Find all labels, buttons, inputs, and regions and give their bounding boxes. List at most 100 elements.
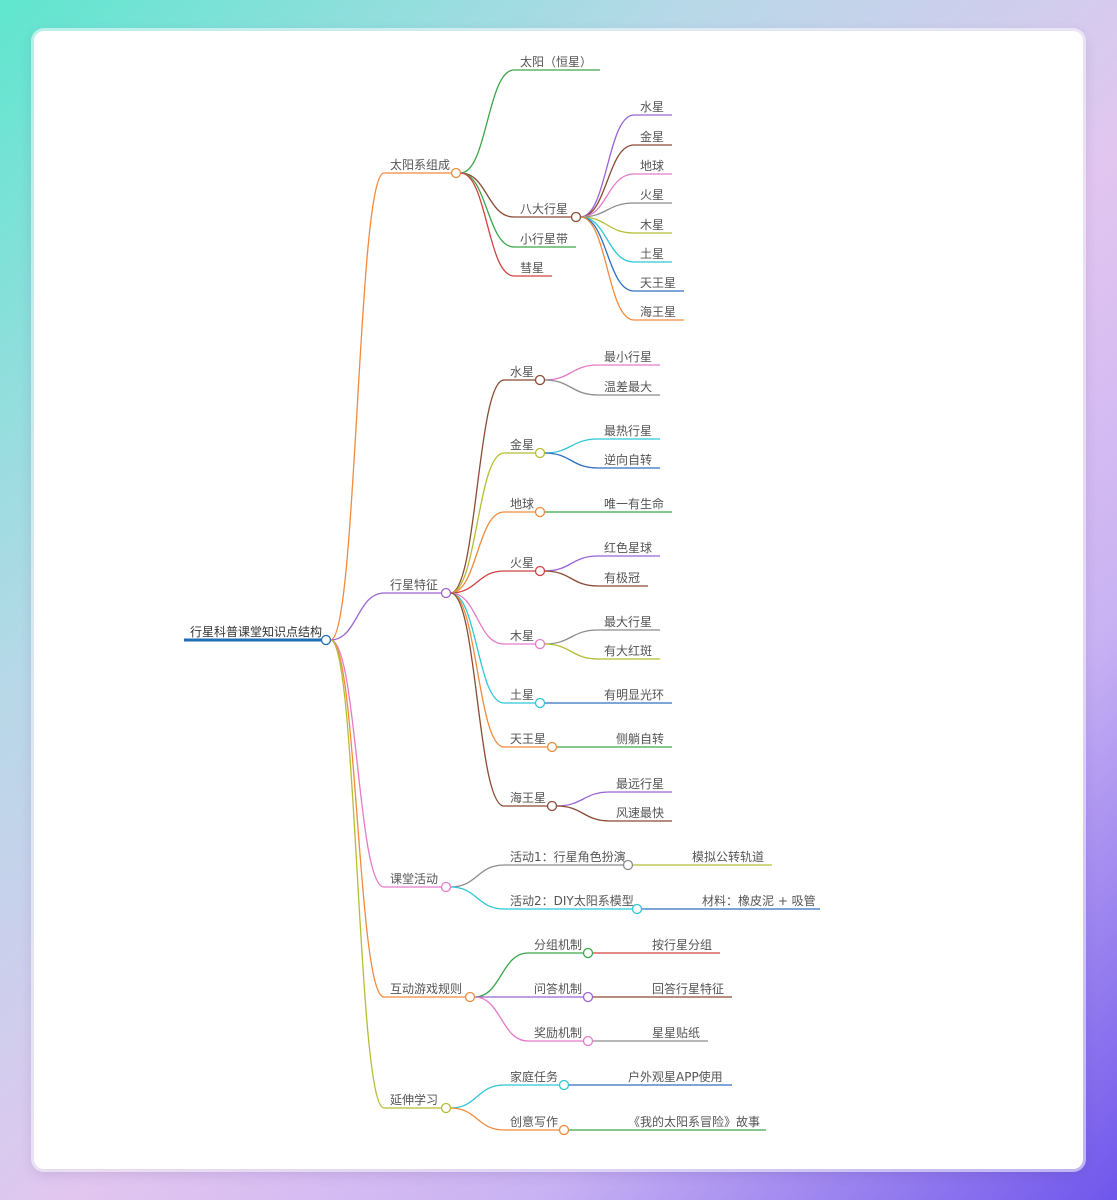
topic-label: 太阳系组成	[390, 157, 450, 172]
sub-topic[interactable]: 有极冠	[598, 571, 648, 587]
topic-label: 课堂活动	[390, 872, 438, 886]
collapse-toggle-icon[interactable]	[546, 800, 558, 812]
sub-topic[interactable]: 八大行星	[514, 202, 582, 223]
collapse-toggle-icon[interactable]	[582, 991, 594, 1003]
main-topic[interactable]: 行星特征	[384, 577, 452, 599]
root-topic[interactable]: 行星科普课堂知识点结构	[184, 624, 332, 646]
sub-topic[interactable]: 天王星	[504, 732, 558, 753]
sub-topic[interactable]: 木星	[504, 629, 546, 650]
sub-topic[interactable]: 土星	[634, 247, 672, 263]
sub-topic[interactable]: 按行星分组	[646, 938, 720, 954]
collapse-toggle-icon[interactable]	[631, 903, 643, 915]
sub-topic[interactable]: 家庭任务	[504, 1069, 570, 1091]
collapse-toggle-icon[interactable]	[622, 859, 634, 871]
collapse-toggle-icon[interactable]	[464, 991, 476, 1003]
sub-topic[interactable]: 天王星	[634, 276, 684, 292]
topic-label: 活动2：DIY太阳系模型	[510, 893, 634, 908]
branch-connector	[450, 1107, 505, 1131]
branch-connector	[450, 570, 505, 594]
collapse-toggle-icon[interactable]	[320, 634, 332, 646]
sub-topic[interactable]: 问答机制	[528, 981, 594, 1003]
collapse-toggle-icon[interactable]	[546, 741, 558, 753]
sub-topic[interactable]: 最大行星	[598, 615, 660, 631]
branch-connector	[329, 172, 385, 641]
main-topic[interactable]: 太阳系组成	[384, 157, 462, 179]
sub-topic[interactable]: 风速最快	[610, 806, 672, 822]
sub-topic[interactable]: 火星	[504, 556, 546, 577]
sub-topic[interactable]: 分组机制	[528, 938, 594, 959]
sub-topic[interactable]: 唯一有生命	[598, 496, 672, 513]
topic-label: 海王星	[640, 304, 676, 319]
branch-connector	[474, 996, 529, 1042]
sub-topic[interactable]: 海王星	[634, 304, 684, 321]
sub-topic[interactable]: 太阳（恒星）	[514, 54, 600, 71]
collapse-toggle-icon[interactable]	[534, 374, 546, 386]
sub-topic[interactable]: 模拟公转轨道	[686, 849, 772, 866]
collapse-toggle-icon[interactable]	[558, 1079, 570, 1091]
branch-connector	[329, 639, 385, 1109]
sub-topic[interactable]: 有大红斑	[598, 643, 660, 660]
branch-connector	[580, 216, 635, 263]
sub-topic[interactable]: 活动2：DIY太阳系模型	[504, 893, 643, 915]
collapse-toggle-icon[interactable]	[582, 1035, 594, 1047]
topic-label: 土星	[510, 688, 534, 702]
sub-topic[interactable]: 温差最大	[598, 380, 660, 396]
branch-connector	[450, 592, 505, 748]
sub-topic[interactable]: 活动1：行星角色扮演	[504, 849, 634, 871]
main-topic[interactable]: 互动游戏规则	[384, 981, 476, 1003]
topic-label: 最小行星	[604, 350, 652, 364]
sub-topic[interactable]: 最小行星	[598, 350, 660, 366]
sub-topic[interactable]: 创意写作	[504, 1114, 570, 1136]
sub-topic[interactable]: 《我的太阳系冒险》故事	[622, 1114, 766, 1131]
sub-topic[interactable]: 有明显光环	[598, 688, 672, 704]
collapse-toggle-icon[interactable]	[570, 211, 582, 223]
sub-topic[interactable]: 小行星带	[514, 232, 576, 248]
sub-topic[interactable]: 水星	[634, 100, 672, 116]
sub-topic[interactable]: 地球	[634, 159, 672, 175]
collapse-toggle-icon[interactable]	[534, 447, 546, 459]
collapse-toggle-icon[interactable]	[440, 1102, 452, 1114]
sub-topic[interactable]: 回答行星特征	[646, 981, 732, 998]
sub-topic[interactable]: 彗星	[514, 261, 552, 277]
topic-label: 金星	[510, 437, 534, 452]
collapse-toggle-icon[interactable]	[558, 1124, 570, 1136]
sub-topic[interactable]: 星星贴纸	[646, 1026, 708, 1042]
collapse-toggle-icon[interactable]	[534, 697, 546, 709]
collapse-toggle-icon[interactable]	[450, 167, 462, 179]
sub-topic[interactable]: 木星	[634, 218, 672, 234]
branch-connector	[450, 864, 505, 888]
topic-label: 家庭任务	[510, 1069, 558, 1084]
main-topic[interactable]: 延伸学习	[384, 1092, 452, 1114]
sub-topic[interactable]: 材料：橡皮泥 + 吸管	[696, 893, 820, 910]
sub-topic[interactable]: 金星	[634, 129, 672, 146]
collapse-toggle-icon[interactable]	[534, 638, 546, 650]
sub-topic[interactable]: 海王星	[504, 790, 558, 812]
sub-topic[interactable]: 户外观星APP使用	[622, 1069, 732, 1086]
branch-connector	[450, 1084, 505, 1109]
topic-label: 水星	[510, 365, 534, 379]
topic-label: 天王星	[510, 732, 546, 746]
sub-topic[interactable]: 最远行星	[610, 777, 672, 793]
sub-topic[interactable]: 侧躺自转	[610, 731, 672, 748]
collapse-toggle-icon[interactable]	[534, 565, 546, 577]
sub-topic[interactable]: 火星	[634, 188, 672, 204]
sub-topic[interactable]: 地球	[504, 497, 546, 518]
topic-label: 有明显光环	[604, 688, 664, 702]
main-topic[interactable]: 课堂活动	[384, 872, 452, 893]
topic-label: 行星科普课堂知识点结构	[190, 624, 322, 639]
sub-topic[interactable]: 红色星球	[598, 540, 660, 557]
sub-topic[interactable]: 奖励机制	[528, 1026, 594, 1047]
topic-label: 温差最大	[604, 380, 652, 394]
collapse-toggle-icon[interactable]	[440, 587, 452, 599]
collapse-toggle-icon[interactable]	[582, 947, 594, 959]
sub-topic[interactable]: 水星	[504, 365, 546, 386]
collapse-toggle-icon[interactable]	[534, 506, 546, 518]
topic-label: 奖励机制	[534, 1026, 582, 1040]
sub-topic[interactable]: 金星	[504, 437, 546, 459]
branch-connector	[330, 592, 385, 641]
collapse-toggle-icon[interactable]	[440, 881, 452, 893]
topic-label: 户外观星APP使用	[628, 1069, 723, 1084]
sub-topic[interactable]: 逆向自转	[598, 452, 660, 469]
sub-topic[interactable]: 最热行星	[598, 424, 660, 440]
sub-topic[interactable]: 土星	[504, 688, 546, 709]
